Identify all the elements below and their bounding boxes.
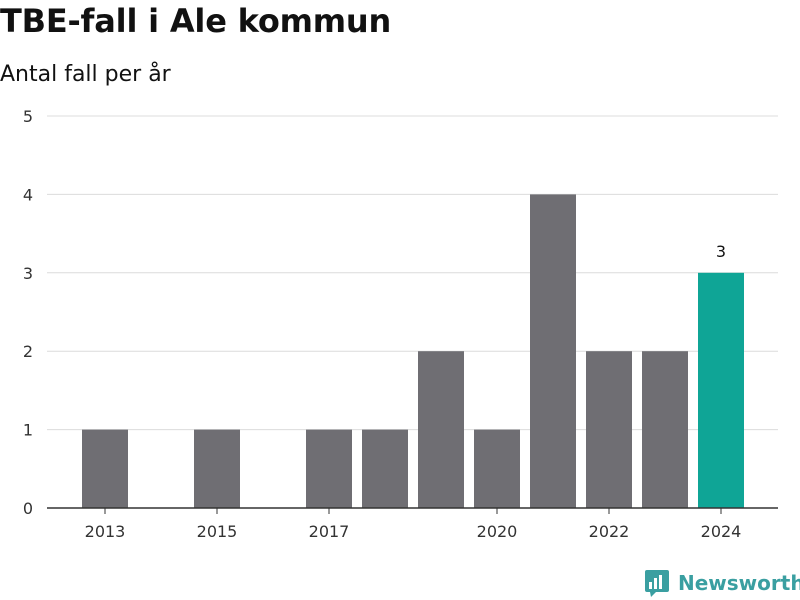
- bar: [82, 429, 128, 508]
- bar: [418, 351, 464, 508]
- x-tick-label: 2013: [85, 522, 126, 541]
- brand-logo: Newsworthy: [644, 569, 800, 597]
- x-tick-label: 2015: [197, 522, 238, 541]
- y-tick-label: 1: [23, 421, 33, 440]
- bar: [194, 429, 240, 508]
- x-tick-label: 2024: [701, 522, 742, 541]
- bar: [642, 351, 688, 508]
- y-tick-label: 5: [23, 107, 33, 126]
- bar: [474, 429, 520, 508]
- x-tick-label: 2017: [309, 522, 350, 541]
- bar: [530, 194, 576, 508]
- x-tick-label: 2022: [589, 522, 630, 541]
- chart-title: TBE-fall i Ale kommun: [0, 2, 392, 40]
- brand-name: Newsworthy: [678, 571, 800, 595]
- bar: [586, 351, 632, 508]
- chart-subtitle: Antal fall per år: [0, 62, 171, 87]
- data-label: 3: [716, 242, 726, 261]
- newsworthy-logo-icon: [645, 570, 669, 597]
- bar: [362, 429, 408, 508]
- y-tick-label: 2: [23, 342, 33, 361]
- y-tick-label: 4: [23, 185, 33, 204]
- bar: [306, 429, 352, 508]
- y-tick-label: 0: [23, 499, 33, 518]
- y-tick-label: 3: [23, 264, 33, 283]
- x-tick-label: 2020: [477, 522, 518, 541]
- highlight-bar: [698, 272, 744, 508]
- bar-chart: 0 1 2 3 4 5 2013 2015 2017 2020 2022 2024 3: [23, 107, 778, 541]
